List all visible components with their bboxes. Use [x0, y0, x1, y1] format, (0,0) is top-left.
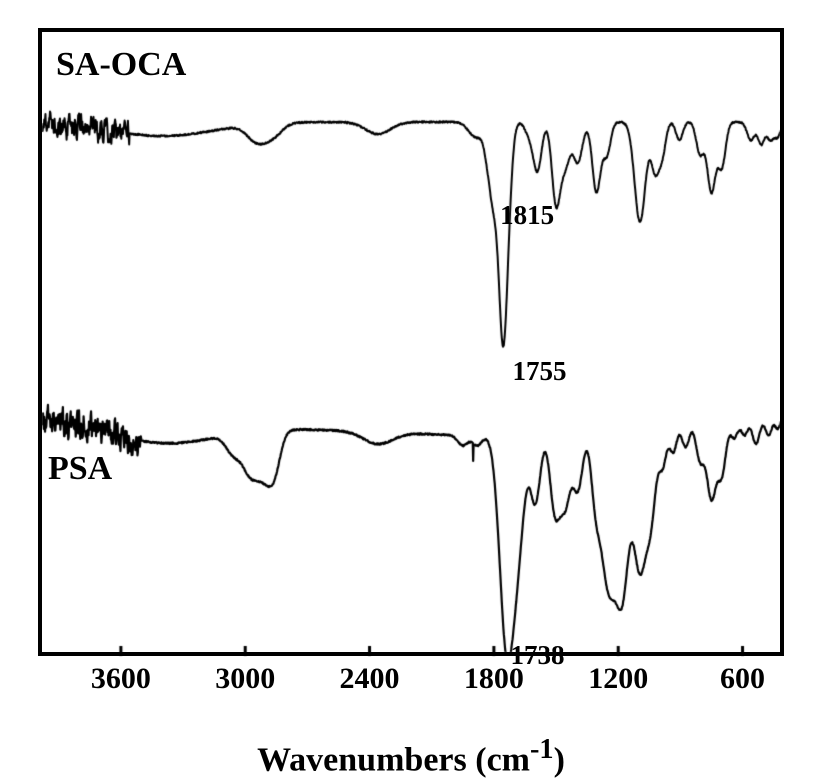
- x-tick-label: 600: [720, 662, 765, 696]
- x-tick-label: 3600: [91, 662, 151, 696]
- series-label-SA-OCA: SA-OCA: [56, 46, 186, 84]
- peak-annotation: 1755: [513, 356, 567, 387]
- x-axis-label-sup: -1: [530, 734, 554, 765]
- series-label-PSA: PSA: [48, 450, 112, 488]
- x-tick-label: 2400: [340, 662, 400, 696]
- x-axis-label-suffix: ): [554, 741, 565, 778]
- x-axis-label-text: Wavenumbers (cm: [257, 741, 530, 778]
- x-tick-label: 3000: [215, 662, 275, 696]
- peak-annotation: 1738: [510, 640, 564, 671]
- x-axis-label: Wavenumbers (cm-1): [38, 734, 784, 779]
- peak-annotation: 1815: [500, 200, 554, 231]
- x-tick-label: 1200: [588, 662, 648, 696]
- plot-border: [38, 28, 784, 656]
- ftir-chart: { "canvas": { "width": 818, "height": 77…: [0, 0, 818, 778]
